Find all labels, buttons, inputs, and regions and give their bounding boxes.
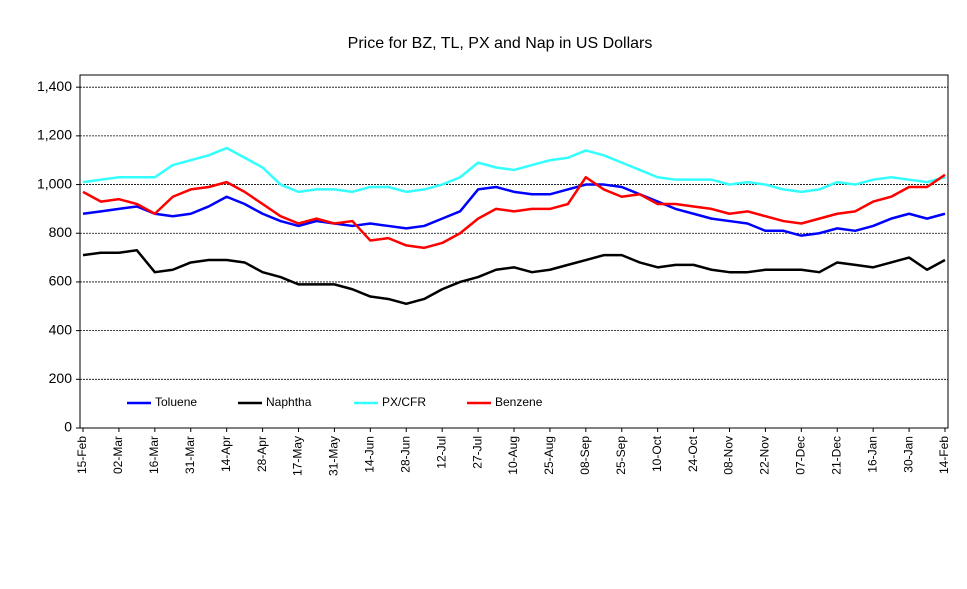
x-tick-label: 07-Dec <box>794 436 808 475</box>
chart-title: Price for BZ, TL, PX and Nap in US Dolla… <box>348 35 653 52</box>
x-tick-label: 02-Mar <box>111 436 125 474</box>
x-tick-label: 15-Feb <box>75 436 89 474</box>
x-tick-label: 31-May <box>327 436 341 476</box>
series-line <box>82 146 946 194</box>
x-tick-label: 10-Aug <box>506 436 520 475</box>
legend-label: PX/CFR <box>382 395 426 409</box>
x-tick-label: 10-Oct <box>650 435 664 472</box>
y-tick-label: 400 <box>49 321 73 337</box>
x-tick-label: 25-Aug <box>542 436 556 475</box>
legend-label: Toluene <box>155 395 197 409</box>
y-tick-label: 1,200 <box>37 127 72 143</box>
series-line <box>82 249 946 306</box>
x-tick-label: 17-May <box>291 436 305 476</box>
x-tick-label: 16-Jan <box>865 436 879 473</box>
x-tick-label: 14-Feb <box>937 436 951 474</box>
y-tick-label: 800 <box>49 224 73 240</box>
y-tick-label: 0 <box>64 419 72 435</box>
x-tick-label: 24-Oct <box>686 435 700 472</box>
series-line <box>82 173 946 250</box>
x-tick-label: 31-Mar <box>183 436 197 474</box>
plot-area <box>79 74 949 429</box>
y-tick-label: 200 <box>49 370 73 386</box>
x-tick-label: 21-Dec <box>829 436 843 475</box>
legend-label: Benzene <box>495 395 543 409</box>
series-line <box>82 183 946 237</box>
x-tick-label: 25-Sep <box>614 436 628 475</box>
y-tick-label: 600 <box>49 273 73 289</box>
x-tick-label: 08-Sep <box>578 436 592 475</box>
x-tick-label: 28-Jun <box>398 436 412 473</box>
x-tick-label: 14-Apr <box>219 436 233 472</box>
x-tick-label: 27-Jul <box>470 436 484 469</box>
x-tick-label: 14-Jun <box>363 436 377 473</box>
x-tick-label: 30-Jan <box>901 436 915 473</box>
legend-label: Naphtha <box>266 395 312 409</box>
x-tick-label: 28-Apr <box>255 436 269 472</box>
y-tick-label: 1,000 <box>37 175 72 191</box>
y-tick-label: 1,400 <box>37 78 72 94</box>
x-tick-label: 22-Nov <box>758 436 772 475</box>
x-tick-label: 16-Mar <box>147 436 161 474</box>
x-tick-label: 08-Nov <box>722 436 736 475</box>
x-tick-label: 12-Jul <box>434 436 448 469</box>
